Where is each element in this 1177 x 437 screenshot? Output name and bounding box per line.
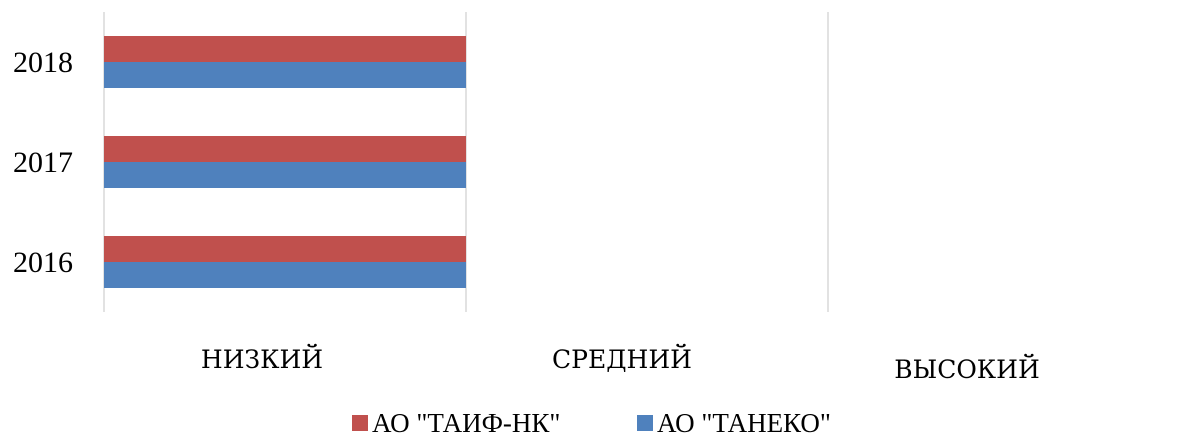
y-tick-label: 2016 xyxy=(13,246,73,279)
legend-label: АО "ТАИФ-НК" xyxy=(372,408,560,437)
x-level-labels: НИЗКИЙ СРЕДНИЙ ВЫСОКИЙ xyxy=(201,344,1040,384)
y-tick-label: 2017 xyxy=(13,146,73,179)
legend: АО "ТАИФ-НК" АО "ТАНЕКО" xyxy=(352,408,831,437)
legend-label: АО "ТАНЕКО" xyxy=(657,408,831,437)
x-level-label: НИЗКИЙ xyxy=(201,344,323,374)
legend-swatch xyxy=(352,415,368,431)
y-tick-label: 2018 xyxy=(13,46,73,79)
bar-ао-таиф-нк-2017 xyxy=(104,136,466,162)
bar-ао-танеко-2018 xyxy=(104,62,466,88)
legend-swatch xyxy=(637,415,653,431)
x-level-label: СРЕДНИЙ xyxy=(552,344,692,374)
bar-ао-танеко-2017 xyxy=(104,162,466,188)
bar-ао-таиф-нк-2016 xyxy=(104,236,466,262)
y-tick-labels: 2016 2017 2018 xyxy=(13,46,73,279)
bar-ао-танеко-2016 xyxy=(104,262,466,288)
x-level-label: ВЫСОКИЙ xyxy=(894,354,1040,384)
bars xyxy=(104,36,466,288)
bar-ао-таиф-нк-2018 xyxy=(104,36,466,62)
